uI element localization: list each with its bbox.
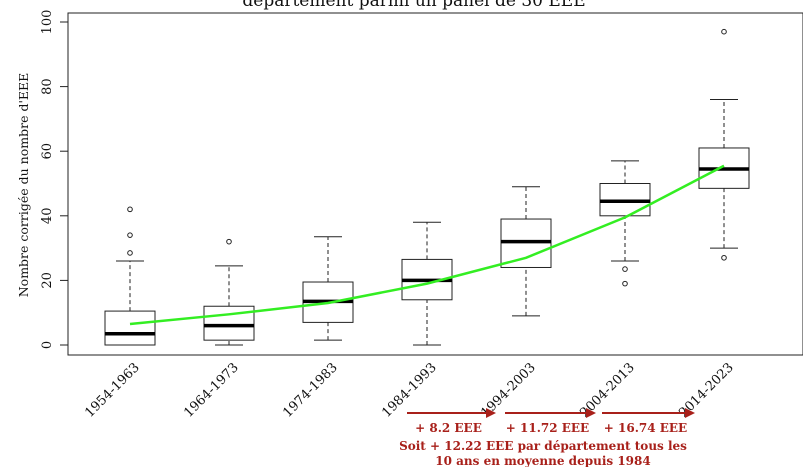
x-tick-label: 1964-1973 bbox=[181, 360, 242, 421]
summary-line-2: 10 ans en moyenne depuis 1984 bbox=[435, 454, 650, 467]
x-tick-label: 1994-2003 bbox=[478, 360, 539, 421]
annotations: + 8.2 EEE + 11.72 EEE + 16.74 EEE Soit + 12… bbox=[399, 408, 695, 467]
y-tick-label: 80 bbox=[40, 78, 55, 95]
outlier-point bbox=[622, 266, 628, 272]
y-tick-label: 100 bbox=[40, 10, 55, 35]
boxplot-1994-2003 bbox=[500, 186, 552, 317]
outlier-point bbox=[226, 238, 232, 245]
y-ticks: 0 20 40 60 80 100 bbox=[40, 10, 68, 349]
summary-line-1: Soit + 12.22 EEE par département tous le… bbox=[399, 439, 687, 453]
box-iqr bbox=[104, 310, 156, 346]
y-axis-label: Nombre corrigée du nombre d'EEE bbox=[16, 73, 31, 298]
y-tick-label: 0 bbox=[40, 341, 55, 349]
outlier-point bbox=[721, 254, 727, 261]
outlier-point bbox=[622, 280, 628, 287]
boxplot-1964-1973 bbox=[203, 238, 255, 346]
plot-frame bbox=[67, 12, 803, 356]
x-tick-label: 1974-1983 bbox=[280, 360, 341, 421]
y-tick-label: 40 bbox=[40, 208, 55, 225]
outlier-point bbox=[127, 206, 133, 213]
x-tick-label: 1954-1963 bbox=[82, 360, 143, 421]
x-tick-label: 2004-2013 bbox=[577, 360, 638, 421]
chart-title: département parmi un panel de 30 EEE bbox=[242, 0, 585, 11]
increment-label: + 16.74 EEE bbox=[604, 421, 687, 435]
boxplot-2014-2023 bbox=[698, 28, 750, 261]
increment-label: + 11.72 EEE bbox=[506, 421, 589, 435]
outlier-point bbox=[127, 232, 133, 238]
boxplot-1954-1963 bbox=[104, 206, 156, 346]
boxplot-1974-1983 bbox=[302, 236, 354, 341]
x-tick-label: 1984-1993 bbox=[379, 360, 440, 421]
x-tick-label: 2014-2023 bbox=[676, 360, 737, 421]
increment-label: + 8.2 EEE bbox=[415, 421, 482, 435]
trend-line bbox=[129, 164, 725, 326]
boxplots bbox=[104, 28, 750, 346]
boxplot-2004-2013 bbox=[599, 160, 651, 287]
y-tick-label: 60 bbox=[40, 143, 55, 160]
outlier-point bbox=[721, 28, 727, 35]
outlier-point bbox=[127, 250, 133, 256]
y-tick-label: 20 bbox=[40, 272, 55, 289]
x-ticks: 1954-1963 1964-1973 1974-1983 1984-1993 1994… bbox=[82, 360, 737, 421]
